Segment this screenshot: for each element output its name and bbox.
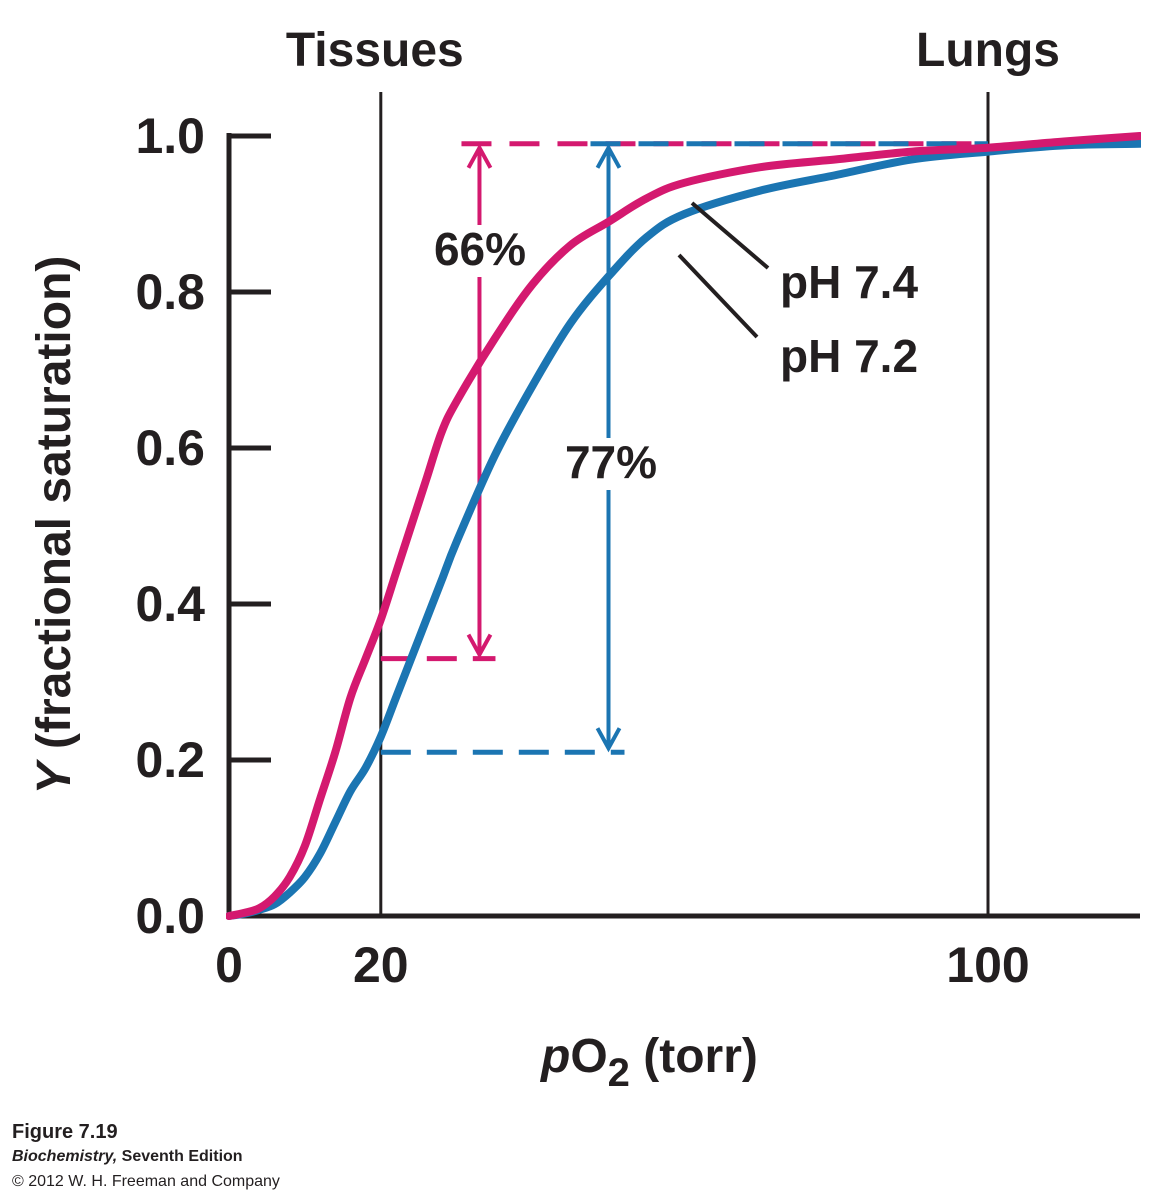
annotation-77pct-arrowhead-top — [595, 143, 622, 169]
book-title: Biochemistry, — [12, 1148, 118, 1165]
x-axis-title-rest: (torr) — [630, 1030, 758, 1083]
oxygen-binding-chart: Tissues Lungs 0.0 0.2 0.4 0.6 0.8 1.0 0 20 100 66… — [28, 24, 1141, 1095]
series-line-ph-74 — [226, 132, 1141, 920]
y-tick-label: 0.6 — [135, 420, 205, 476]
x-tick-label: 0 — [215, 937, 243, 993]
y-axis-title-italic: Y — [28, 758, 81, 794]
x-axis-title: pO2 (torr) — [539, 1030, 758, 1095]
annotation-77pct-label: 77% — [565, 436, 657, 488]
annotation-77pct-label-bg — [545, 438, 677, 490]
x-tick-label: 20 — [353, 937, 409, 993]
y-tick-label: 0.0 — [135, 888, 205, 944]
annotation-66pct-label-bg — [414, 225, 546, 277]
y-axis-title: Y (fractional saturation) — [28, 256, 81, 795]
legend-leader-ph74 — [690, 201, 770, 270]
x-axis-title-sub: 2 — [608, 1051, 630, 1095]
legend-leader-ph72 — [677, 253, 759, 339]
legend-label-ph74: pH 7.4 — [780, 256, 918, 308]
x-axis-title-italic: p — [539, 1030, 570, 1083]
legend-label-ph72: pH 7.2 — [780, 330, 918, 382]
figure-number: Figure 7.19 — [12, 1121, 118, 1143]
reference-label-tissues: Tissues — [286, 24, 464, 77]
annotation-66pct-arrowhead-top — [466, 143, 493, 169]
y-tick-label: 0.8 — [135, 264, 205, 320]
book-credit: Biochemistry, Seventh Edition — [12, 1148, 243, 1166]
y-tick-label: 1.0 — [135, 108, 205, 164]
y-tick-label: 0.4 — [135, 576, 205, 632]
reference-label-lungs: Lungs — [916, 24, 1060, 77]
series-line-ph-72 — [226, 139, 1141, 920]
x-axis-title-main: O — [570, 1030, 607, 1083]
annotation-77pct-arrowhead-bottom — [595, 727, 622, 753]
book-edition: Seventh Edition — [117, 1148, 243, 1165]
y-tick-label: 0.2 — [135, 732, 205, 788]
annotation-66pct-label: 66% — [434, 223, 526, 275]
x-tick-label: 100 — [946, 937, 1029, 993]
copyright: © 2012 W. H. Freeman and Company — [12, 1173, 280, 1190]
y-axis-title-rest: (fractional saturation) — [28, 256, 81, 763]
annotation-66pct-arrowhead-bottom — [466, 633, 493, 659]
